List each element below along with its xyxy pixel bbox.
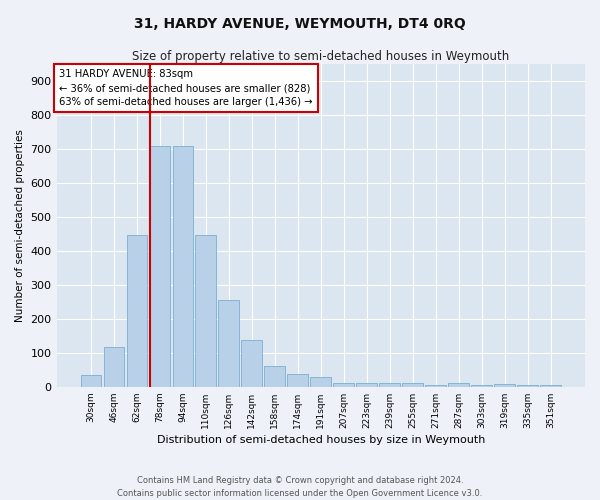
Bar <box>448 384 469 387</box>
Bar <box>425 385 446 387</box>
Text: 31, HARDY AVENUE, WEYMOUTH, DT4 0RQ: 31, HARDY AVENUE, WEYMOUTH, DT4 0RQ <box>134 18 466 32</box>
Bar <box>287 374 308 387</box>
Bar <box>310 376 331 387</box>
Bar <box>494 384 515 387</box>
Bar <box>265 366 285 387</box>
Bar <box>356 384 377 387</box>
Bar <box>196 235 216 387</box>
Bar <box>80 375 101 387</box>
Y-axis label: Number of semi-detached properties: Number of semi-detached properties <box>15 129 25 322</box>
Bar <box>173 146 193 387</box>
Bar <box>149 146 170 387</box>
Bar <box>379 384 400 387</box>
Bar <box>517 385 538 387</box>
Bar <box>127 235 147 387</box>
Text: Contains HM Land Registry data © Crown copyright and database right 2024.
Contai: Contains HM Land Registry data © Crown c… <box>118 476 482 498</box>
Bar <box>540 385 561 387</box>
Bar <box>241 340 262 387</box>
Bar <box>218 300 239 387</box>
Bar <box>403 384 423 387</box>
Text: 31 HARDY AVENUE: 83sqm
← 36% of semi-detached houses are smaller (828)
63% of se: 31 HARDY AVENUE: 83sqm ← 36% of semi-det… <box>59 69 313 107</box>
Bar <box>472 385 492 387</box>
Bar <box>334 382 354 387</box>
Title: Size of property relative to semi-detached houses in Weymouth: Size of property relative to semi-detach… <box>132 50 509 63</box>
Bar <box>104 346 124 387</box>
X-axis label: Distribution of semi-detached houses by size in Weymouth: Distribution of semi-detached houses by … <box>157 435 485 445</box>
